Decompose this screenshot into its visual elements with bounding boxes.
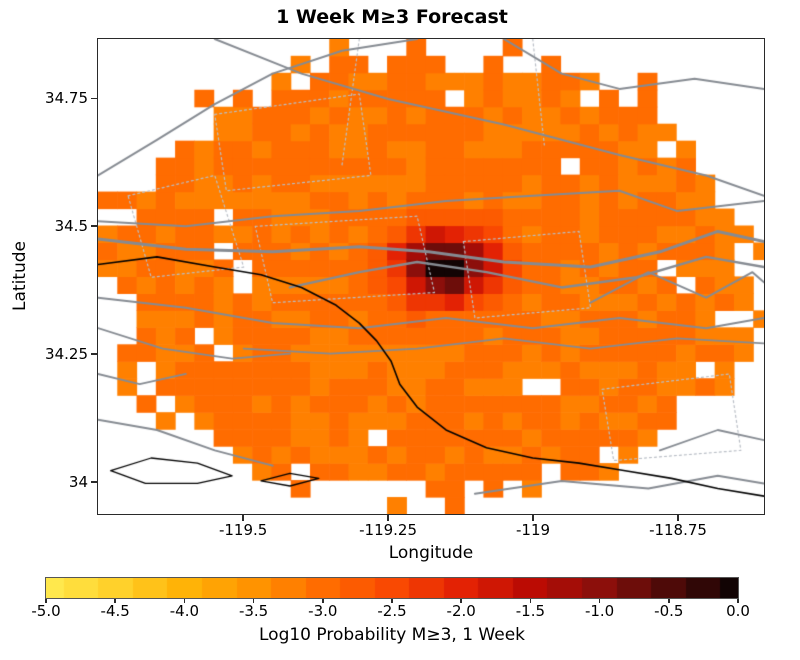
colorbar-tick-label: -3.0	[308, 602, 338, 620]
colorbar-tick-label: -1.0	[584, 602, 615, 620]
colorbar-gradient	[46, 578, 738, 598]
x-axis-label: Longitude	[388, 543, 474, 563]
colorbar-tick-label: -2.5	[377, 602, 407, 620]
x-tick-mark	[387, 515, 389, 521]
colorbar-tick-mark	[391, 599, 393, 603]
colorbar-tick-labels: -5.0 -4.5 -4.0 -3.5 -3.0 -2.5 -2.0 -1.5 -1.0 -0.5…	[31, 602, 750, 620]
colorbar-tick-label: -4.5	[100, 602, 130, 620]
y-tick-mark	[91, 353, 97, 355]
plot-area	[97, 38, 765, 515]
y-tick-label: 34.25	[45, 344, 88, 363]
y-tick-label: 34	[68, 472, 88, 491]
colorbar-tick-label: -4.0	[169, 602, 200, 620]
x-tick-mark	[242, 515, 244, 521]
colorbar-tick-label: -3.5	[238, 602, 269, 620]
x-tick-mark	[677, 515, 679, 521]
x-tick-mark	[532, 515, 534, 521]
colorbar-tick-mark	[668, 599, 670, 603]
colorbar-tick-mark	[737, 599, 739, 603]
x-tick-label: -119.5	[218, 521, 268, 539]
colorbar-tick-mark	[252, 599, 255, 603]
colorbar-tick-mark	[322, 599, 324, 603]
y-tick-mark	[91, 97, 97, 100]
y-tick-mark	[91, 225, 97, 227]
colorbar-tick-mark	[460, 599, 462, 603]
x-tick-label: -118.75	[649, 521, 707, 539]
y-tick-label: 34.75	[45, 89, 88, 108]
colorbar-tick-label: 0.0	[726, 602, 750, 620]
y-tick-mark	[91, 481, 97, 483]
colorbar-tick-mark	[183, 599, 186, 603]
heatmap-canvas	[98, 39, 764, 514]
colorbar-tick-mark	[114, 599, 116, 603]
colorbar-tick-mark	[598, 599, 601, 603]
colorbar-tick-label: -5.0	[31, 602, 61, 620]
colorbar	[45, 577, 739, 599]
colorbar-tick-label: -0.5	[654, 602, 684, 620]
colorbar-tick-mark	[45, 599, 47, 603]
y-tick-label: 34.5	[54, 217, 88, 236]
y-axis-label: Latitude	[10, 241, 30, 311]
x-tick-label: -119.25	[359, 521, 418, 539]
colorbar-label: Log10 Probability M≥3, 1 Week	[259, 625, 525, 645]
colorbar-tick-mark	[529, 599, 532, 603]
colorbar-tick-label: -2.0	[446, 602, 476, 620]
colorbar-tick-label: -1.5	[515, 602, 546, 620]
chart-title: 1 Week M≥3 Forecast	[276, 6, 508, 28]
x-tick-label: -119	[516, 521, 551, 539]
